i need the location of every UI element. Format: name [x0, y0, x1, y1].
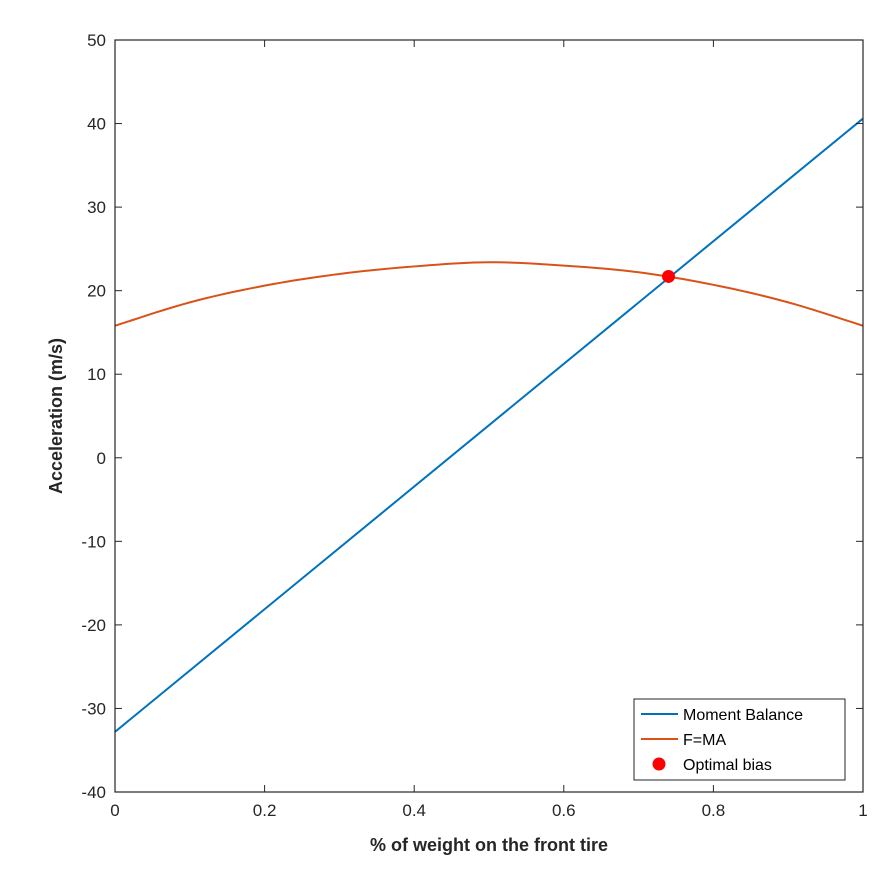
y-tick-label: 0: [97, 449, 106, 468]
plot-frame: [114, 39, 864, 793]
legend-label: F=MA: [683, 732, 726, 749]
tick-layer: 0 0.2 0.4 0.6 0.8 1 -40 -30 -20 -10 0 10 20 30 40 50: [81, 31, 867, 820]
plot-area: [115, 40, 863, 792]
legend: Moment Balance F=MA Optimal bias: [633, 698, 846, 781]
legend-label: Optimal bias: [683, 757, 772, 774]
x-tick-label: 0.8: [702, 801, 726, 820]
y-tick-label: 50: [87, 31, 106, 50]
y-tick-label: 20: [87, 282, 106, 301]
optimal-bias-point: [662, 269, 676, 283]
series-line-f-ma: [114, 261, 864, 327]
series-layer: [114, 117, 864, 733]
series-line-moment-balance: [114, 117, 864, 733]
x-tick-label: 0.6: [552, 801, 576, 820]
x-axis-label: % of weight on the front tire: [370, 835, 608, 855]
y-tick-label: 30: [87, 198, 106, 217]
y-tick-label: -10: [81, 532, 106, 551]
y-tick-label: 10: [87, 365, 106, 384]
y-tick-label: -40: [81, 783, 106, 802]
x-tick-label: 0.2: [253, 801, 277, 820]
x-tick-label: 0: [110, 801, 119, 820]
legend-label: Moment Balance: [683, 707, 803, 724]
y-axis-label: Acceleration (m/s): [46, 338, 66, 494]
y-tick-label: -30: [81, 699, 106, 718]
y-tick-label: -20: [81, 616, 106, 635]
x-tick-label: 1: [858, 801, 867, 820]
legend-swatch: [652, 757, 666, 771]
y-tick-label: 40: [87, 115, 106, 134]
x-tick-label: 0.4: [402, 801, 426, 820]
